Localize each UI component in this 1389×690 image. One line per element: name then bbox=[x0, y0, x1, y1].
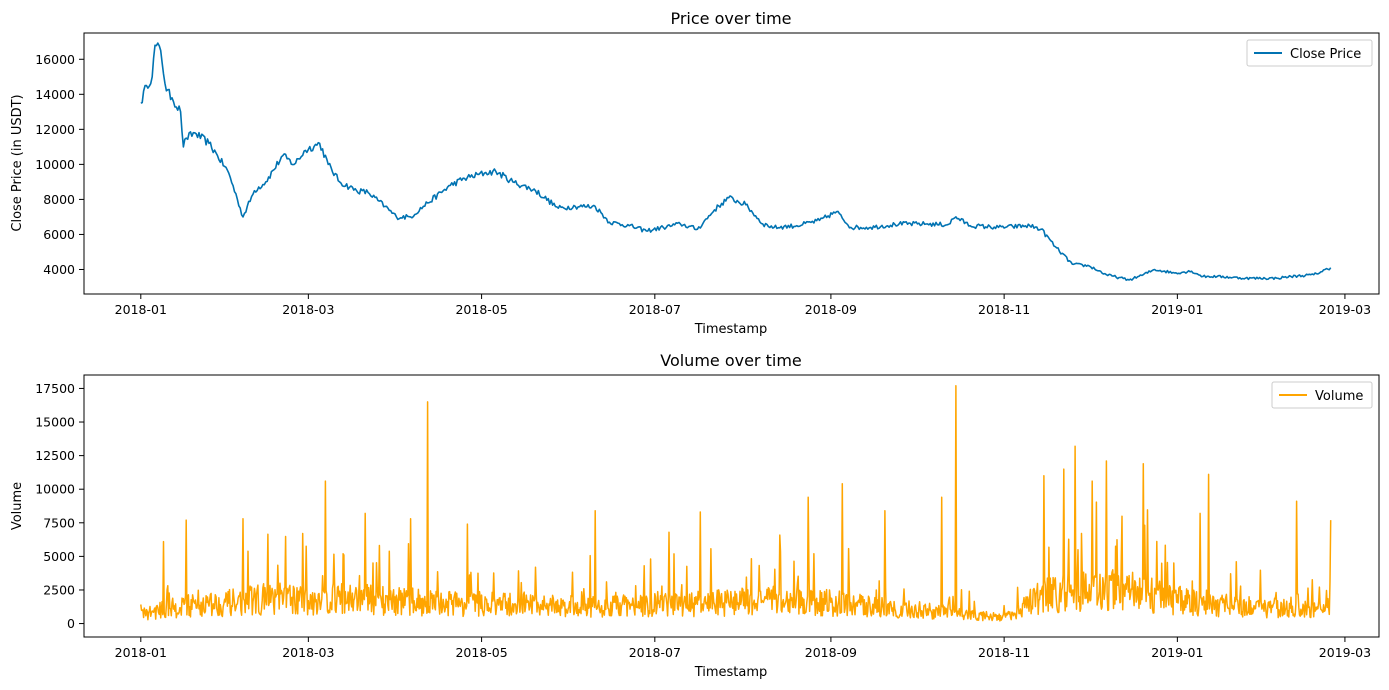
price-ytick-label: 10000 bbox=[35, 157, 75, 172]
price-ytick-label: 16000 bbox=[35, 52, 75, 67]
volume-xtick-label: 2018-09 bbox=[805, 645, 857, 660]
price-xlabel: Timestamp bbox=[694, 322, 768, 337]
price-ytick-label: 8000 bbox=[43, 192, 75, 207]
volume-ylabel: Volume bbox=[10, 482, 25, 530]
price-ytick-label: 14000 bbox=[35, 87, 75, 102]
price-xtick-label: 2018-03 bbox=[282, 302, 334, 317]
volume-xtick-label: 2018-07 bbox=[629, 645, 681, 660]
volume-ytick-label: 2500 bbox=[43, 582, 75, 597]
price-xtick-label: 2018-01 bbox=[115, 302, 167, 317]
volume-legend-box bbox=[1271, 381, 1373, 409]
volume-xtick-label: 2018-11 bbox=[978, 645, 1030, 660]
volume-plot-area bbox=[83, 374, 1380, 638]
price-legend: Close Price bbox=[1246, 39, 1373, 67]
volume-chart-title: Volume over time bbox=[660, 351, 802, 370]
price-series-line bbox=[140, 42, 1332, 281]
volume-xlabel: Timestamp bbox=[694, 665, 768, 680]
price-legend-box bbox=[1246, 39, 1373, 67]
price-chart: Price over time 2018-01 2018-03 2018-05 201… bbox=[10, 9, 1380, 337]
volume-xtick-label: 2019-01 bbox=[1151, 645, 1203, 660]
price-plot-area bbox=[83, 32, 1380, 295]
price-xtick-label: 2019-01 bbox=[1151, 302, 1203, 317]
volume-legend-label: Volume bbox=[1315, 389, 1363, 404]
volume-xtick-label: 2018-01 bbox=[115, 645, 167, 660]
price-chart-title: Price over time bbox=[670, 9, 791, 28]
price-ylabel: Close Price (in USDT) bbox=[10, 94, 25, 231]
volume-xtick-label: 2018-03 bbox=[282, 645, 334, 660]
volume-legend: Volume bbox=[1271, 381, 1373, 409]
volume-series-line bbox=[140, 384, 1332, 622]
price-xtick-label: 2018-05 bbox=[455, 302, 507, 317]
volume-ytick-label: 17500 bbox=[35, 381, 75, 396]
price-legend-label: Close Price bbox=[1290, 47, 1361, 62]
price-ytick-label: 4000 bbox=[43, 262, 75, 277]
price-ytick-label: 6000 bbox=[43, 227, 75, 242]
volume-ytick-label: 7500 bbox=[43, 515, 75, 530]
volume-ytick-label: 15000 bbox=[35, 415, 75, 430]
price-ytick-label: 12000 bbox=[35, 122, 75, 137]
price-xtick-label: 2018-11 bbox=[978, 302, 1030, 317]
price-xtick-label: 2019-03 bbox=[1319, 302, 1371, 317]
volume-ytick-label: 12500 bbox=[35, 448, 75, 463]
volume-chart: Volume over time 2018-01 2018-03 2018-05 20… bbox=[10, 351, 1380, 680]
volume-ytick-label: 0 bbox=[67, 616, 75, 631]
volume-ytick-label: 5000 bbox=[43, 549, 75, 564]
price-xtick-label: 2018-07 bbox=[629, 302, 681, 317]
volume-xtick-label: 2019-03 bbox=[1319, 645, 1371, 660]
price-xtick-label: 2018-09 bbox=[805, 302, 857, 317]
volume-ytick-label: 10000 bbox=[35, 482, 75, 497]
volume-xtick-label: 2018-05 bbox=[455, 645, 507, 660]
